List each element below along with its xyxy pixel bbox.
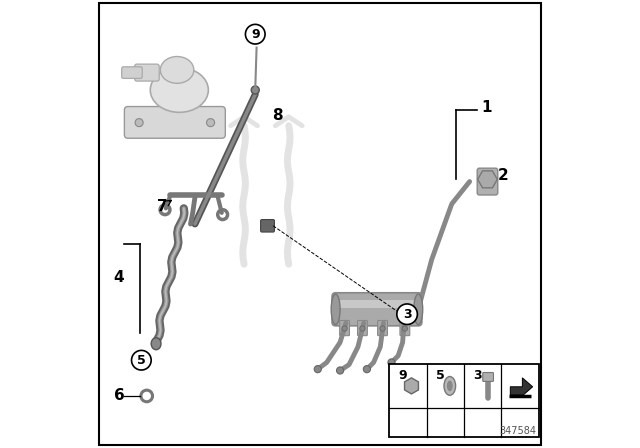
Circle shape: [388, 359, 395, 366]
Ellipse shape: [151, 338, 161, 350]
FancyBboxPatch shape: [358, 320, 367, 336]
FancyBboxPatch shape: [483, 372, 493, 381]
Circle shape: [397, 304, 417, 324]
Circle shape: [360, 326, 365, 331]
Circle shape: [402, 326, 408, 331]
Circle shape: [135, 119, 143, 127]
Ellipse shape: [150, 68, 209, 112]
Circle shape: [132, 350, 151, 370]
FancyBboxPatch shape: [378, 320, 387, 336]
FancyBboxPatch shape: [340, 320, 349, 336]
FancyBboxPatch shape: [134, 64, 159, 81]
Text: 2: 2: [498, 168, 509, 183]
FancyBboxPatch shape: [400, 320, 410, 336]
Text: 8: 8: [272, 108, 283, 123]
Polygon shape: [510, 378, 532, 396]
Bar: [338, 300, 416, 308]
Ellipse shape: [161, 56, 194, 83]
Circle shape: [245, 24, 265, 44]
Text: 3: 3: [403, 308, 412, 321]
Text: 1: 1: [482, 100, 492, 116]
FancyBboxPatch shape: [477, 168, 498, 195]
Text: 5: 5: [137, 354, 146, 367]
Text: 3: 3: [474, 369, 482, 382]
Ellipse shape: [447, 380, 452, 391]
Circle shape: [337, 367, 344, 374]
FancyBboxPatch shape: [124, 107, 225, 138]
Circle shape: [252, 86, 259, 94]
Text: 5: 5: [436, 369, 445, 382]
Circle shape: [342, 326, 348, 331]
Circle shape: [364, 366, 371, 373]
Text: 347584: 347584: [500, 426, 536, 436]
Circle shape: [207, 119, 214, 127]
FancyBboxPatch shape: [122, 67, 142, 78]
Ellipse shape: [331, 294, 340, 324]
FancyBboxPatch shape: [332, 293, 422, 326]
Text: 9: 9: [399, 369, 407, 382]
Ellipse shape: [414, 294, 423, 324]
FancyBboxPatch shape: [260, 220, 275, 232]
Ellipse shape: [444, 376, 456, 395]
Bar: [389, 364, 539, 438]
Circle shape: [314, 366, 321, 373]
Text: 9: 9: [251, 28, 260, 41]
Text: 7: 7: [157, 198, 168, 214]
Text: 4: 4: [113, 270, 124, 285]
Circle shape: [380, 326, 385, 331]
Text: 6: 6: [114, 388, 124, 404]
